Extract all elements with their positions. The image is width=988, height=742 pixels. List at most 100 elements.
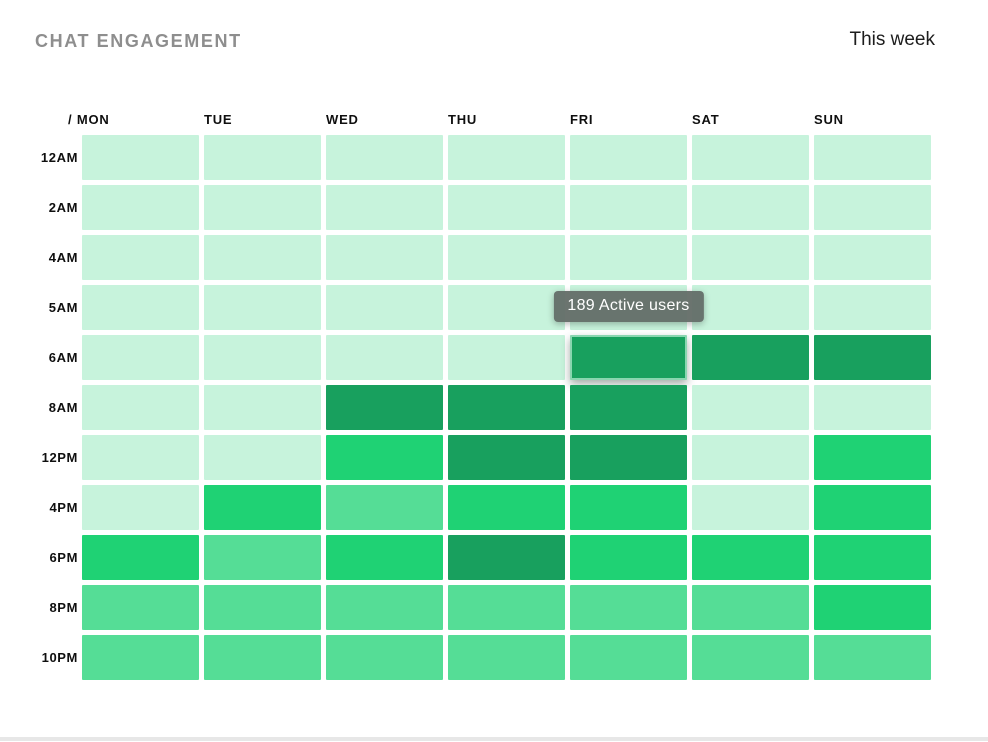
time-range-selector[interactable]: This week (849, 29, 935, 50)
heatmap-cell[interactable] (814, 235, 931, 280)
heatmap-cell[interactable] (326, 235, 443, 280)
heatmap-cell[interactable] (82, 535, 199, 580)
heatmap-cell[interactable] (204, 135, 321, 180)
heatmap-cell[interactable] (692, 535, 809, 580)
heatmap-cell[interactable] (814, 135, 931, 180)
heatmap-cell[interactable] (448, 385, 565, 430)
heatmap-cell[interactable] (204, 185, 321, 230)
heatmap-cell[interactable] (82, 435, 199, 480)
col-label: THU (448, 112, 478, 127)
heatmap-cell[interactable] (814, 335, 931, 380)
heatmap-cell[interactable] (82, 135, 199, 180)
row-label: 10PM (41, 650, 78, 665)
heatmap-cell[interactable] (82, 285, 199, 330)
heatmap-cell[interactable] (204, 385, 321, 430)
heatmap-cell[interactable] (448, 585, 565, 630)
heatmap-cell[interactable] (326, 635, 443, 680)
heatmap-cell[interactable] (326, 435, 443, 480)
heatmap-cell[interactable] (570, 385, 687, 430)
heatmap-cell[interactable] (448, 235, 565, 280)
heatmap-cell[interactable] (570, 535, 687, 580)
heatmap-cell[interactable] (82, 335, 199, 380)
heatmap-cell[interactable] (570, 335, 687, 380)
heatmap-cell[interactable] (448, 185, 565, 230)
heatmap-cell[interactable] (326, 185, 443, 230)
heatmap-cell[interactable] (814, 485, 931, 530)
heatmap-cell[interactable] (82, 585, 199, 630)
col-label: FRI (570, 112, 594, 127)
heatmap-cell[interactable] (692, 335, 809, 380)
heatmap-cell[interactable] (692, 585, 809, 630)
heatmap-cell[interactable] (204, 485, 321, 530)
heatmap-cell[interactable] (204, 535, 321, 580)
row-label: 12PM (41, 450, 78, 465)
heatmap-cell[interactable] (692, 235, 809, 280)
heatmap-cell[interactable] (326, 335, 443, 380)
heatmap-cell[interactable] (82, 185, 199, 230)
heatmap-cell[interactable] (814, 535, 931, 580)
heatmap-cell[interactable] (82, 635, 199, 680)
heatmap-cell[interactable] (448, 535, 565, 580)
row-label: 6PM (49, 550, 78, 565)
col-label: TUE (204, 112, 233, 127)
heatmap-cell[interactable] (814, 635, 931, 680)
heatmap-cell[interactable] (448, 335, 565, 380)
heatmap-cell[interactable] (814, 285, 931, 330)
heatmap-cell[interactable] (814, 185, 931, 230)
heatmap-tooltip: 189 Active users (553, 291, 704, 322)
row-label: 12AM (40, 150, 78, 165)
heatmap-cell[interactable] (326, 585, 443, 630)
heatmap-cell[interactable] (326, 485, 443, 530)
heatmap-cell[interactable] (326, 385, 443, 430)
heatmap-cell[interactable] (570, 485, 687, 530)
heatmap-cell[interactable] (570, 635, 687, 680)
heatmap-cell[interactable] (204, 235, 321, 280)
heatmap-cell[interactable] (814, 435, 931, 480)
heatmap-cell[interactable] (326, 135, 443, 180)
heatmap-cell[interactable] (570, 135, 687, 180)
heatmap-cell[interactable] (448, 135, 565, 180)
heatmap-cell[interactable] (692, 135, 809, 180)
heatmap-cell[interactable] (570, 185, 687, 230)
heatmap-cell[interactable] (204, 635, 321, 680)
heatmap-cell[interactable] (204, 435, 321, 480)
row-label: 2AM (48, 200, 78, 215)
heatmap-cell[interactable] (448, 285, 565, 330)
heatmap-cell[interactable] (204, 335, 321, 380)
heatmap-cell[interactable] (692, 635, 809, 680)
heatmap-cell[interactable] (570, 585, 687, 630)
heatmap-cell[interactable] (82, 485, 199, 530)
row-label: 4AM (48, 250, 78, 265)
window-bottom-edge (0, 737, 988, 741)
heatmap-cell[interactable] (692, 285, 809, 330)
heatmap-cell[interactable] (82, 235, 199, 280)
row-label: 5AM (48, 300, 78, 315)
heatmap-cell[interactable] (692, 435, 809, 480)
heatmap-cell[interactable] (82, 385, 199, 430)
row-label: 8PM (49, 600, 78, 615)
col-label: SUN (814, 112, 844, 127)
heatmap-cell[interactable] (570, 235, 687, 280)
heatmap-cell[interactable] (570, 435, 687, 480)
heatmap-cell[interactable] (448, 635, 565, 680)
heatmap-cell[interactable] (448, 485, 565, 530)
row-label: 4PM (49, 500, 78, 515)
heatmap-cell[interactable] (692, 385, 809, 430)
row-label: 8AM (48, 400, 78, 415)
heatmap-cell[interactable] (326, 535, 443, 580)
row-label: 6AM (48, 350, 78, 365)
heatmap-cell[interactable] (204, 585, 321, 630)
heatmap-cell[interactable] (448, 435, 565, 480)
heatmap-cell[interactable] (326, 285, 443, 330)
widget-title: CHAT ENGAGEMENT (35, 31, 242, 51)
heatmap-cell[interactable] (204, 285, 321, 330)
heatmap-cell[interactable] (692, 485, 809, 530)
heatmap-cell[interactable] (692, 185, 809, 230)
col-label: SAT (692, 112, 720, 127)
heatmap-cell[interactable] (814, 585, 931, 630)
heatmap-cell[interactable] (814, 385, 931, 430)
col-label: WED (326, 112, 359, 127)
col-label: / MON (68, 112, 110, 127)
